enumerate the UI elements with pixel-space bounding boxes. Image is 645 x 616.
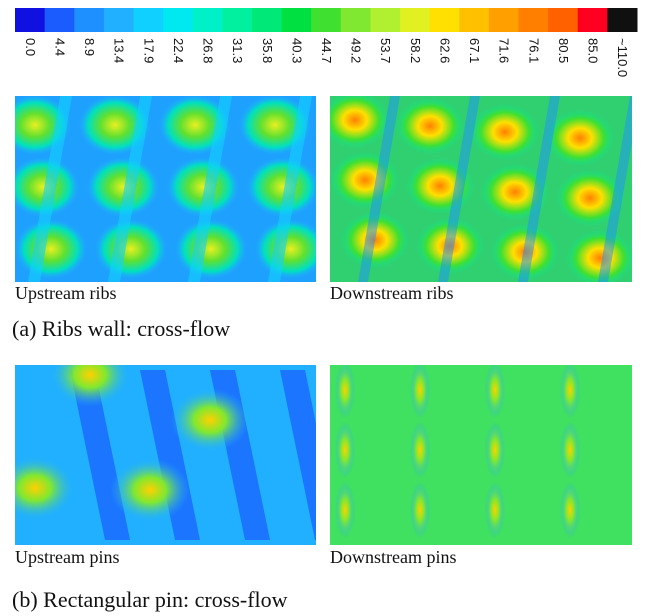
blob (410, 482, 430, 538)
colorbar-label: 49.2 (349, 38, 364, 63)
colorbar-label: 40.3 (289, 38, 304, 63)
colorbar-label: 0.0 (23, 38, 38, 56)
colorbar-cell (74, 8, 104, 32)
colorbar-cell (163, 8, 193, 32)
blob (410, 422, 430, 478)
blob (396, 98, 464, 154)
colorbar-cell (400, 8, 430, 32)
colorbar-label: 4.4 (52, 38, 67, 56)
colorbar-label: ~110.0 (615, 38, 630, 77)
colorbar-cell (341, 8, 371, 32)
colorbar-cell (578, 8, 608, 32)
colorbar-label: 22.4 (171, 38, 186, 63)
colorbar-label: 26.8 (201, 38, 216, 63)
blob (15, 219, 87, 279)
colorbar-cell (15, 8, 45, 32)
colorbar-cell (430, 8, 460, 32)
blob (485, 482, 505, 538)
caption: Downstream pins (330, 547, 456, 567)
colorbar-label: 44.7 (319, 38, 334, 63)
blob (170, 388, 250, 452)
blob (560, 422, 580, 478)
colorbar-cell (370, 8, 400, 32)
colorbar-label: 31.3 (230, 38, 245, 63)
colorbar-label: 58.2 (408, 38, 423, 63)
colorbar-label: 80.5 (556, 38, 571, 63)
colorbar-cell (222, 8, 252, 32)
blob (255, 219, 327, 279)
colorbar-label: 35.8 (260, 38, 275, 63)
blob (560, 482, 580, 538)
blob (485, 362, 505, 418)
blob (560, 362, 580, 418)
blob (110, 458, 190, 522)
image-downstream-pins (330, 365, 632, 545)
blob (95, 219, 167, 279)
colorbar-label: 62.6 (437, 38, 452, 63)
colorbar-label: 71.6 (497, 38, 512, 63)
colorbar-cell (519, 8, 549, 32)
colorbar-label: 8.9 (82, 38, 97, 56)
colorbar-cell (489, 8, 519, 32)
blob (335, 482, 355, 538)
colorbar-cell (252, 8, 282, 32)
colorbar-cell (282, 8, 312, 32)
blob (410, 362, 430, 418)
colorbar-label: 53.7 (378, 38, 393, 63)
blob (335, 422, 355, 478)
panel-caption: (a) Ribs wall: cross-flow (12, 316, 230, 341)
blob (546, 110, 614, 166)
colorbar-label: 13.4 (112, 38, 127, 63)
caption: Downstream ribs (330, 283, 453, 303)
colorbar-cell (104, 8, 134, 32)
page: Upstream ribs Downstream ribs (a) Ribs w… (0, 0, 645, 616)
colorbar-cell (133, 8, 163, 32)
figure: Upstream ribs Downstream ribs (a) Ribs w… (0, 0, 645, 616)
caption: Upstream ribs (15, 283, 116, 303)
colorbar-cell (45, 8, 75, 32)
colorbar-cell (193, 8, 223, 32)
colorbar-label: 67.1 (467, 38, 482, 63)
blob (335, 362, 355, 418)
blob (175, 219, 247, 279)
colorbar-label: 17.9 (141, 38, 156, 63)
colorbar-cell (548, 8, 578, 32)
caption: Upstream pins (15, 547, 119, 567)
blob (471, 104, 539, 160)
blob (50, 343, 130, 407)
colorbar-label: 76.1 (526, 38, 541, 63)
panel-caption: (b) Rectangular pin: cross-flow (12, 587, 288, 612)
colorbar-cell (607, 8, 637, 32)
colorbar-cell (311, 8, 341, 32)
colorbar-label: 85.0 (586, 38, 601, 63)
blob (321, 92, 389, 148)
blob (485, 422, 505, 478)
colorbar-cell (459, 8, 489, 32)
